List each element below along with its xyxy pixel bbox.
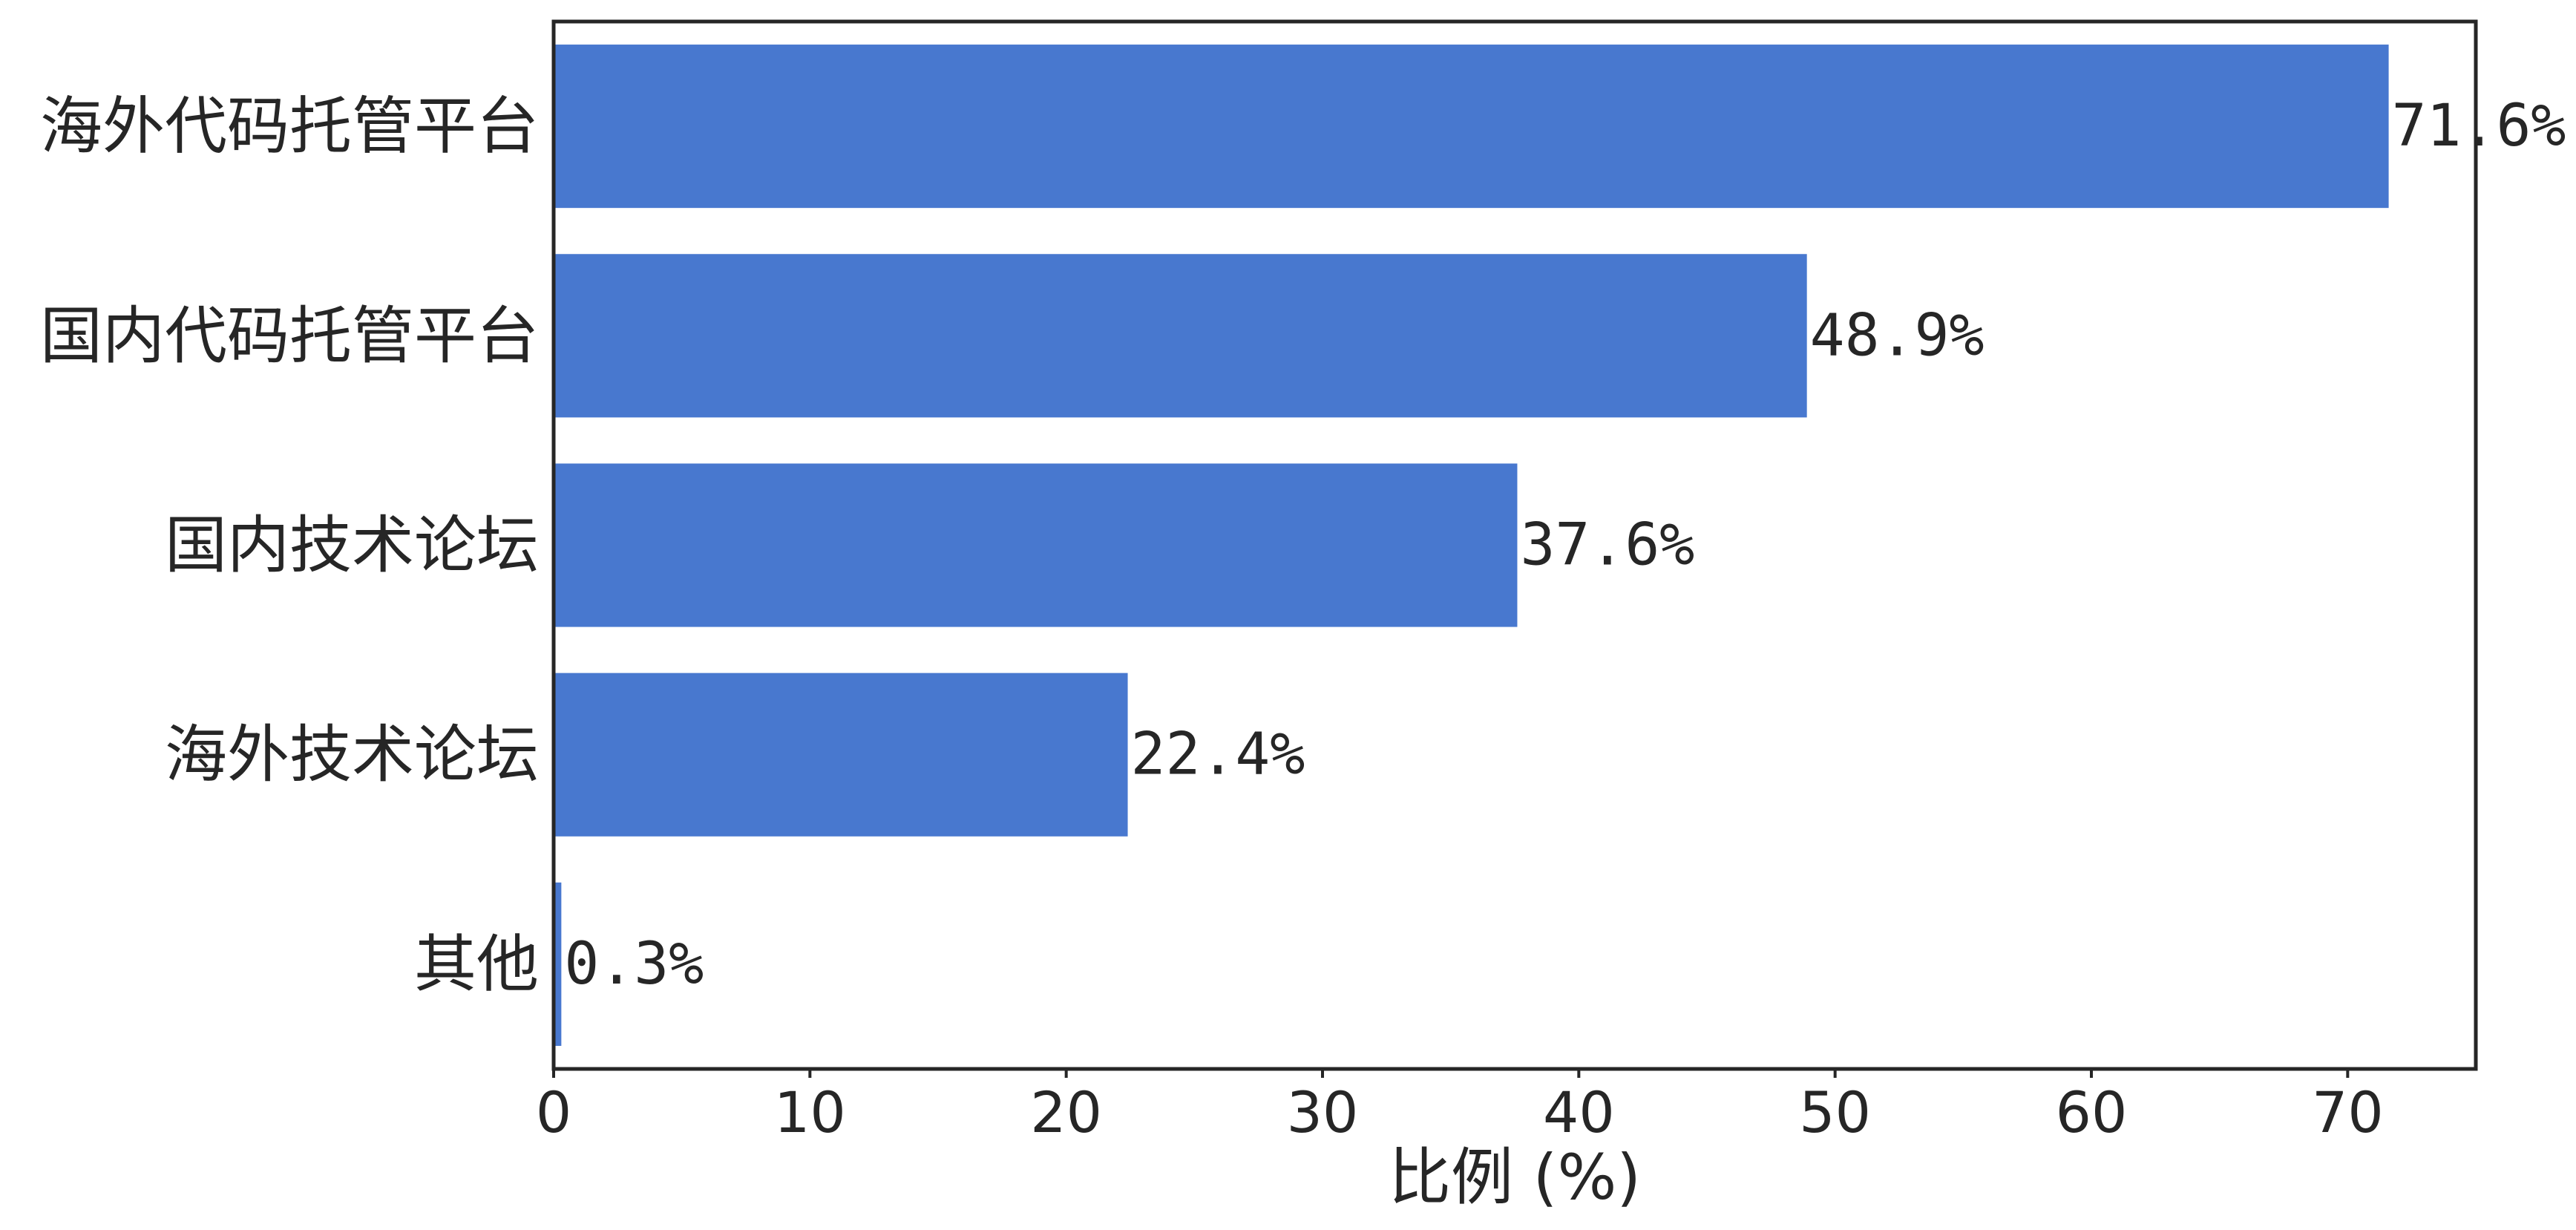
x-tick-label: 10 [774,1079,846,1145]
bars-group [554,45,2389,1046]
x-tick-label: 30 [1287,1079,1359,1145]
value-label: 48.9% [1810,302,1985,369]
bar [554,673,1128,837]
bar [554,254,1807,418]
value-labels: 71.6% 48.9% 37.6% 22.4% 0.3% [564,93,2566,998]
x-tick-label: 50 [1799,1079,1871,1145]
plot-frame [551,19,2478,1071]
x-tick-label: 0 [536,1079,571,1145]
x-axis-title: 比例 (%) [1389,1141,1641,1214]
x-tick-label: 70 [2312,1079,2384,1145]
x-tick-label: 60 [2056,1079,2128,1145]
value-label: 71.6% [2392,93,2566,160]
value-label: 0.3% [564,931,704,998]
bar [554,463,1518,627]
value-label: 37.6% [1520,512,1694,579]
category-label: 国内代码托管平台 [40,299,539,372]
category-label: 海外技术论坛 [165,719,539,791]
x-tick-label: 20 [1030,1079,1102,1145]
category-label: 国内技术论坛 [165,509,539,582]
x-axis-ticks: 0 10 20 30 40 50 60 70 [536,1069,2384,1145]
category-label: 其他 [414,928,539,1001]
bar [554,882,562,1046]
x-tick-label: 40 [1543,1079,1615,1145]
value-label: 22.4% [1131,722,1305,788]
bar [554,45,2389,209]
category-label: 海外代码托管平台 [40,90,539,163]
